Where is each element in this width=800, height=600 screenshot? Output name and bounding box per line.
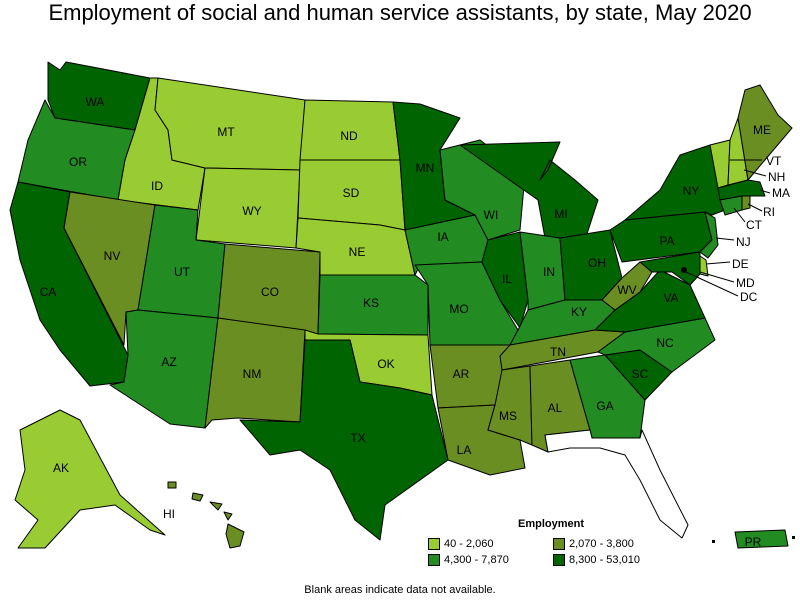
label-az: AZ	[161, 355, 176, 369]
label-pa: PA	[659, 234, 674, 248]
legend-label-2: 2,070 - 3,800	[569, 538, 634, 550]
label-ks: KS	[363, 296, 379, 310]
leader-nj	[715, 237, 735, 241]
leader-de	[705, 261, 731, 265]
state-fl	[544, 429, 689, 539]
label-dc: DC	[740, 290, 758, 304]
legend: Employment 40 - 2,060 2,070 - 3,800 4,30…	[428, 518, 688, 566]
label-il: IL	[502, 272, 512, 286]
label-hi: HI	[163, 507, 175, 521]
label-ca: CA	[40, 285, 57, 299]
state-tx[interactable]	[239, 339, 449, 541]
label-in: IN	[543, 265, 555, 279]
label-wi: WI	[484, 208, 499, 222]
leader-ct	[733, 207, 746, 223]
legend-title: Employment	[517, 518, 584, 530]
label-mn: MN	[416, 161, 435, 175]
label-wa: WA	[86, 95, 105, 109]
label-nc: NC	[656, 336, 674, 350]
map-title: Employment of social and human service a…	[48, 0, 752, 25]
label-mi: MI	[554, 207, 567, 221]
label-nm: NM	[243, 367, 262, 381]
state-pr[interactable]	[734, 529, 789, 549]
label-mt: MT	[217, 125, 235, 139]
state-nj[interactable]	[699, 211, 719, 259]
label-sd: SD	[343, 186, 360, 200]
legend-grid: 40 - 2,060 2,070 - 3,800 4,300 - 7,870 8…	[428, 538, 688, 566]
state-az[interactable]	[109, 309, 219, 429]
state-ny[interactable]	[624, 144, 726, 221]
label-nv: NV	[104, 249, 121, 263]
state-hi[interactable]	[167, 481, 245, 549]
state-ri[interactable]	[741, 195, 751, 211]
label-ct: CT	[746, 218, 763, 232]
legend-label-4: 8,300 - 53,010	[569, 554, 640, 566]
label-tn: TN	[550, 345, 566, 359]
label-ok: OK	[377, 357, 394, 371]
label-ga: GA	[596, 399, 613, 413]
label-ia: IA	[437, 230, 448, 244]
legend-swatch-4	[553, 554, 565, 566]
leader-ri	[747, 203, 763, 212]
state-ak[interactable]	[14, 409, 166, 549]
label-ma: MA	[772, 186, 790, 200]
pr-island-east-2	[792, 536, 795, 539]
legend-item-4: 8,300 - 53,010	[553, 554, 678, 566]
label-la: LA	[457, 443, 472, 457]
label-de: DE	[732, 257, 749, 271]
leader-dc	[685, 271, 739, 297]
label-ms: MS	[499, 409, 517, 423]
legend-item-3: 4,300 - 7,870	[428, 554, 553, 566]
legend-label-3: 4,300 - 7,870	[444, 554, 509, 566]
label-ne: NE	[349, 245, 366, 259]
label-me: ME	[753, 123, 771, 137]
label-ak: AK	[53, 461, 69, 475]
label-ri: RI	[763, 205, 775, 219]
label-ut: UT	[174, 265, 191, 279]
state-mi[interactable]	[459, 141, 599, 241]
legend-swatch-3	[428, 554, 440, 566]
state-ks[interactable]	[317, 274, 429, 336]
state-md[interactable]	[639, 251, 701, 286]
label-ar: AR	[453, 367, 470, 381]
label-nh: NH	[768, 170, 785, 184]
label-wy: WY	[242, 204, 261, 218]
label-nd: ND	[340, 129, 358, 143]
label-al: AL	[548, 401, 563, 415]
label-va: VA	[663, 291, 678, 305]
legend-label-1: 40 - 2,060	[444, 538, 494, 550]
label-sc: SC	[632, 367, 649, 381]
state-mt[interactable]	[154, 77, 306, 171]
label-id: ID	[151, 179, 163, 193]
legend-swatch-2	[553, 538, 565, 550]
label-co: CO	[261, 285, 279, 299]
label-ny: NY	[683, 184, 700, 198]
leader-nh	[743, 169, 767, 177]
label-wv: WV	[617, 283, 636, 297]
pr-island-east	[712, 540, 715, 543]
legend-swatch-1	[428, 538, 440, 550]
label-ky: KY	[571, 305, 587, 319]
leader-ma	[759, 189, 771, 194]
label-tx: TX	[350, 431, 365, 445]
label-pr: PR	[745, 535, 762, 549]
leader-md	[699, 271, 735, 283]
label-oh: OH	[588, 256, 606, 270]
label-vt: VT	[766, 154, 782, 168]
label-md: MD	[736, 276, 755, 290]
legend-item-2: 2,070 - 3,800	[553, 538, 678, 550]
label-mo: MO	[449, 302, 468, 316]
label-nj: NJ	[736, 235, 751, 249]
label-or: OR	[69, 155, 87, 169]
legend-item-1: 40 - 2,060	[428, 538, 553, 550]
footnote: Blank areas indicate data not available.	[304, 584, 496, 596]
state-dc[interactable]	[681, 267, 687, 273]
